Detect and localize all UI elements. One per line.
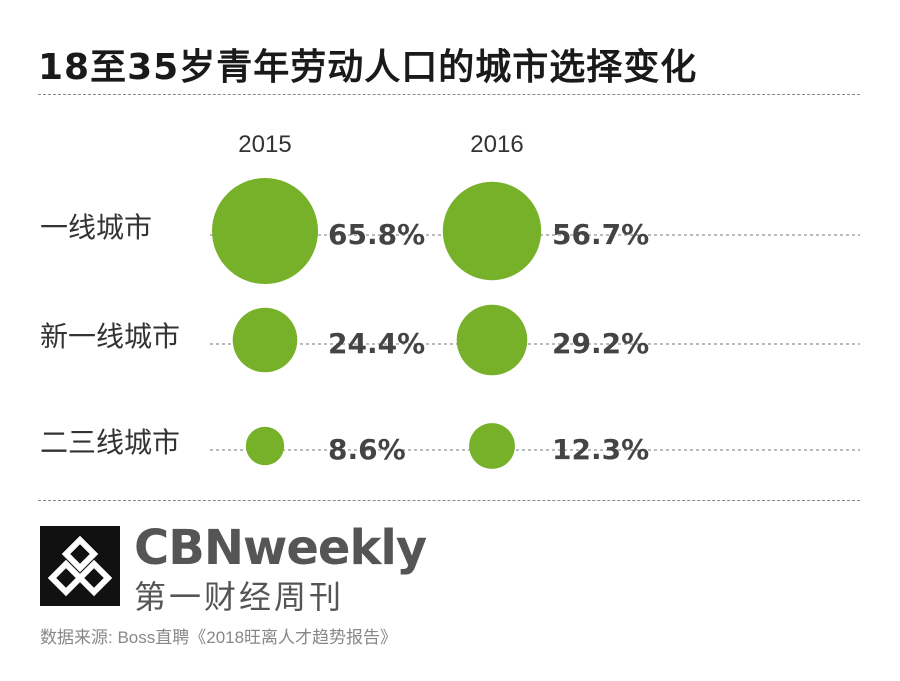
category-label: 一线城市 [40,211,152,244]
value-label: 56.7% [552,218,649,251]
value-label: 29.2% [552,327,649,360]
top-divider [38,94,860,95]
value-label: 8.6% [328,433,406,466]
brand-name: CBNweekly [134,520,427,576]
value-label: 12.3% [552,433,649,466]
value-label: 24.4% [328,327,425,360]
brand-name-cn: 第一财经周刊 [134,578,345,616]
bubble-2015 [245,426,285,466]
bubble-2015 [212,178,318,284]
source-note: 数据来源: Boss直聘《2018旺离人才趋势报告》 [40,628,398,647]
year-label-2015: 2015 [238,131,291,158]
bubble-2016 [442,181,542,281]
bottom-divider [38,500,860,501]
year-label-2016: 2016 [470,131,523,158]
category-label: 新一线城市 [40,320,180,353]
bubble-2015 [232,307,298,373]
category-label: 二三线城市 [40,426,180,459]
bubble-chart: 2015 2016 一线城市 65.8% 56.7% 新一线城市 24.4% 29.2% 二… [40,131,860,469]
cbn-logo-icon [40,526,120,606]
chart-title: 18至35岁青年劳动人口的城市选择变化 [38,47,698,88]
value-label: 65.8% [328,218,425,251]
bubble-2016 [469,423,515,469]
bubble-2016 [456,304,528,376]
